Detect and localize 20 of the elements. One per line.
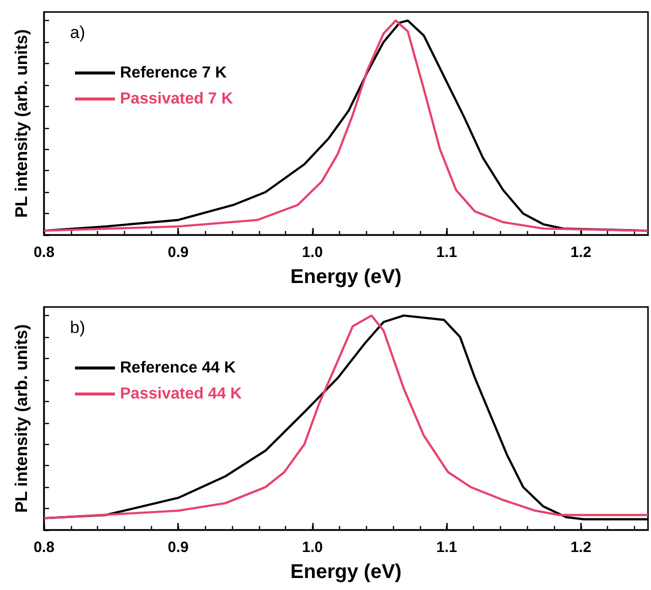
x-axis-title: Energy (eV)	[290, 561, 402, 583]
x-tick-label: 1.0	[302, 244, 323, 261]
x-tick-label: 0.9	[168, 539, 189, 556]
annotation: a)	[70, 23, 86, 42]
x-tick-label: 1.1	[436, 244, 458, 261]
y-axis-title: PL intensity (arb. units)	[12, 29, 31, 218]
legend-label: Passivated 7 K	[120, 90, 234, 108]
x-tick-label: 1.2	[570, 244, 592, 261]
legend-label: Reference 7 K	[120, 64, 228, 82]
legend-label: Reference 44 K	[120, 360, 236, 376]
x-tick-label: 0.9	[168, 244, 189, 261]
x-tick-label: 1.1	[436, 539, 458, 556]
x-tick-label: 0.8	[34, 539, 54, 556]
x-tick-label: 1.2	[570, 539, 592, 556]
x-axis-title: Energy (eV)	[290, 266, 402, 288]
x-tick-label: 0.8	[34, 244, 54, 261]
x-tick-label: 1.0	[302, 539, 323, 556]
annotation: b)	[70, 318, 86, 337]
legend-label: Passivated 44 K	[120, 386, 242, 402]
y-axis-title: PL intensity (arb. units)	[12, 324, 31, 513]
